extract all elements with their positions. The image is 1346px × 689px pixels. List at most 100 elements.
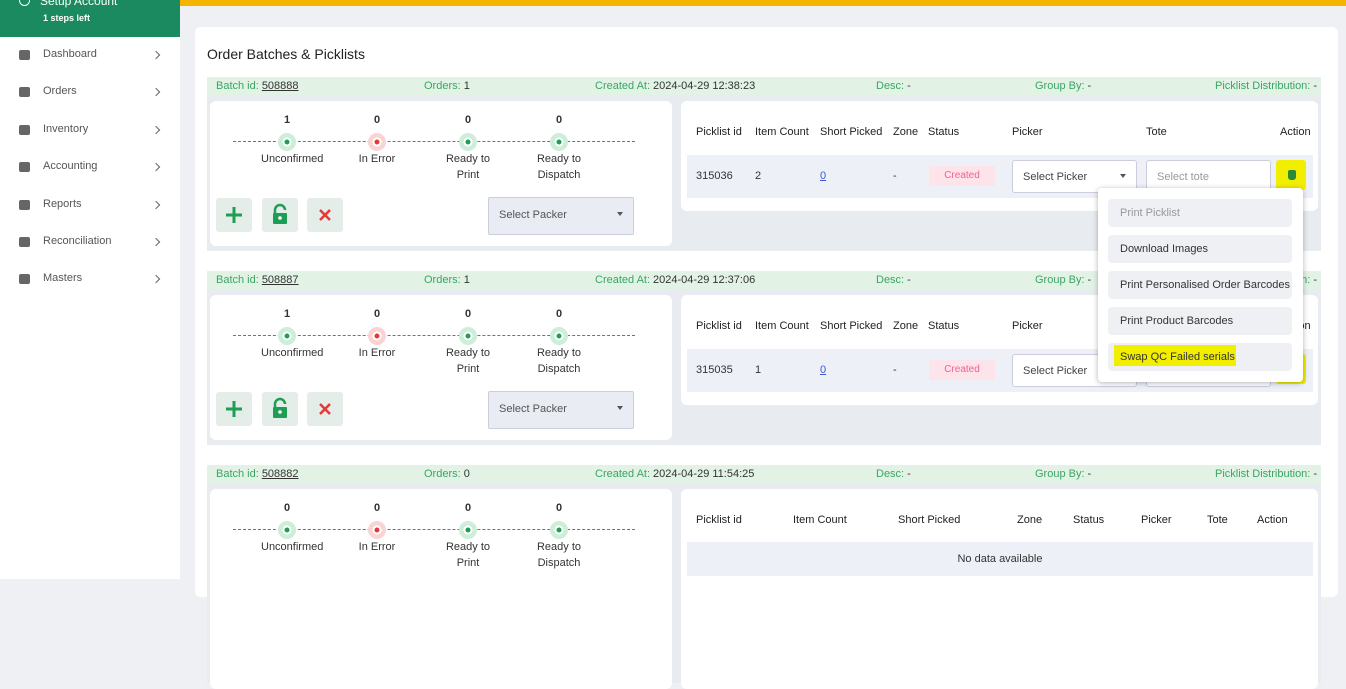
field-label: Desc: <box>876 274 905 286</box>
packer-select[interactable]: Select Packer <box>488 197 634 235</box>
menu-option-text: Swap QC Failed serials <box>1120 351 1235 363</box>
picker-select[interactable]: Select Picker <box>1012 160 1137 193</box>
caret <box>617 212 623 219</box>
add-button[interactable] <box>216 392 252 426</box>
menu-item[interactable]: Masters <box>43 272 83 285</box>
batch-field: Group By: - <box>1035 468 1091 480</box>
menu-option[interactable]: Print Product Barcodes <box>1108 307 1292 335</box>
setup-title: Setup Account <box>40 0 118 8</box>
field-label: Batch id: <box>216 274 259 286</box>
progress-count: 0 <box>373 114 381 126</box>
item-count: 1 <box>755 364 762 376</box>
menu-item[interactable]: Inventory <box>43 122 89 135</box>
field-value[interactable]: 508887 <box>261 274 299 286</box>
field-value: - <box>1087 274 1092 286</box>
menu-item[interactable]: Dashboard <box>43 48 97 60</box>
highlight <box>1114 345 1236 366</box>
menu-option[interactable]: Download Images <box>1108 235 1292 263</box>
menu-option: Print Picklist <box>1108 199 1292 227</box>
column-header: Picker <box>1012 320 1043 332</box>
lock-icon <box>273 203 287 224</box>
progress-dot <box>368 327 386 345</box>
column-header: Status <box>1073 514 1105 526</box>
batch-field: Desc: - <box>876 468 911 480</box>
column-header: Picklist id <box>696 320 742 332</box>
progress-dot <box>459 521 477 539</box>
batch-header <box>207 77 1321 95</box>
batch-field: Picklist Distribution:- <box>1215 80 1317 92</box>
column-header: Short Picked <box>820 126 883 138</box>
menu-option-text: Print Picklist <box>1120 207 1180 219</box>
column-header: Zone <box>1017 514 1043 526</box>
top-bar <box>180 0 1346 6</box>
menu-icon <box>19 274 30 285</box>
column-header: Action <box>1257 514 1288 526</box>
column-header: Picklist id <box>696 126 742 138</box>
menu-option-text: Print Product Barcodes <box>1120 315 1234 327</box>
tote-placeholder: Select tote <box>1157 171 1209 183</box>
field-label: Group By: <box>1035 468 1085 480</box>
batch-field: Batch id: 508888 <box>216 80 299 92</box>
delete-button[interactable] <box>307 198 343 232</box>
progress-count: 0 <box>464 502 472 514</box>
add-button[interactable] <box>216 198 252 232</box>
packer-placeholder: Select Packer <box>499 403 567 415</box>
field-label: Batch id: <box>216 80 259 92</box>
progress-label: In Error <box>358 153 396 165</box>
progress-dot <box>278 521 296 539</box>
picklist-id: 315035 <box>696 364 733 376</box>
column-header: Picker <box>1012 126 1043 138</box>
picker-placeholder: Select Picker <box>1023 365 1088 377</box>
field-value: - <box>1313 80 1318 92</box>
progress-count: 0 <box>373 308 381 320</box>
column-header: Picklist id <box>696 514 742 526</box>
caret <box>617 406 623 413</box>
progress-line <box>233 141 635 142</box>
field-label: Desc: <box>876 80 905 92</box>
progress-line <box>233 335 635 336</box>
packer-select[interactable]: Select Packer <box>488 391 634 429</box>
item-count: 2 <box>755 170 762 182</box>
page-title: Order Batches & Picklists <box>207 46 365 62</box>
menu-item[interactable]: Orders <box>43 85 77 98</box>
field-value: - <box>907 274 911 286</box>
lock-button[interactable] <box>262 392 298 426</box>
field-value: 2024-04-29 12:38:23 <box>653 80 756 92</box>
empty-row <box>687 542 1313 576</box>
menu-option[interactable]: Swap QC Failed serials <box>1108 343 1292 371</box>
column-header: Zone <box>893 320 919 332</box>
field-value: - <box>907 468 911 480</box>
column-header: Status <box>928 320 960 332</box>
field-value: 1 <box>463 274 470 286</box>
menu-option-text: Download Images <box>1120 243 1209 255</box>
field-value[interactable]: 508888 <box>261 80 299 92</box>
lock-icon <box>273 397 287 418</box>
field-label: Picklist Distribution: <box>1215 468 1311 480</box>
progress-label: Ready to Dispatch <box>536 541 582 569</box>
batch-field: Group By: - <box>1035 80 1091 92</box>
tote-input[interactable]: Select tote <box>1146 160 1271 193</box>
delete-button[interactable] <box>307 392 343 426</box>
field-value: - <box>1087 468 1092 480</box>
field-value: 2024-04-29 11:54:25 <box>653 468 755 480</box>
menu-option[interactable]: Print Personalised Order Barcodes <box>1108 271 1292 299</box>
menu-item[interactable]: Reports <box>43 197 82 210</box>
column-header: Tote <box>1207 514 1228 526</box>
lock-button[interactable] <box>262 198 298 232</box>
menu-icon <box>19 199 30 210</box>
short-picked[interactable]: 0 <box>820 170 827 182</box>
menu-option-text: Print Personalised Order Barcodes <box>1120 279 1290 291</box>
progress-dot <box>278 133 296 151</box>
progress-label: In Error <box>358 541 396 553</box>
status-badge: Created <box>929 360 995 380</box>
menu-icon <box>19 50 30 60</box>
field-label: Desc: <box>876 468 905 480</box>
menu-item[interactable]: Reconciliation <box>43 235 112 247</box>
menu-icon <box>19 237 30 247</box>
short-picked[interactable]: 0 <box>820 364 827 376</box>
field-value[interactable]: 508882 <box>261 468 299 480</box>
menu-item[interactable]: Accounting <box>43 160 98 173</box>
picker-placeholder: Select Picker <box>1023 171 1088 183</box>
progress-dot <box>368 521 386 539</box>
